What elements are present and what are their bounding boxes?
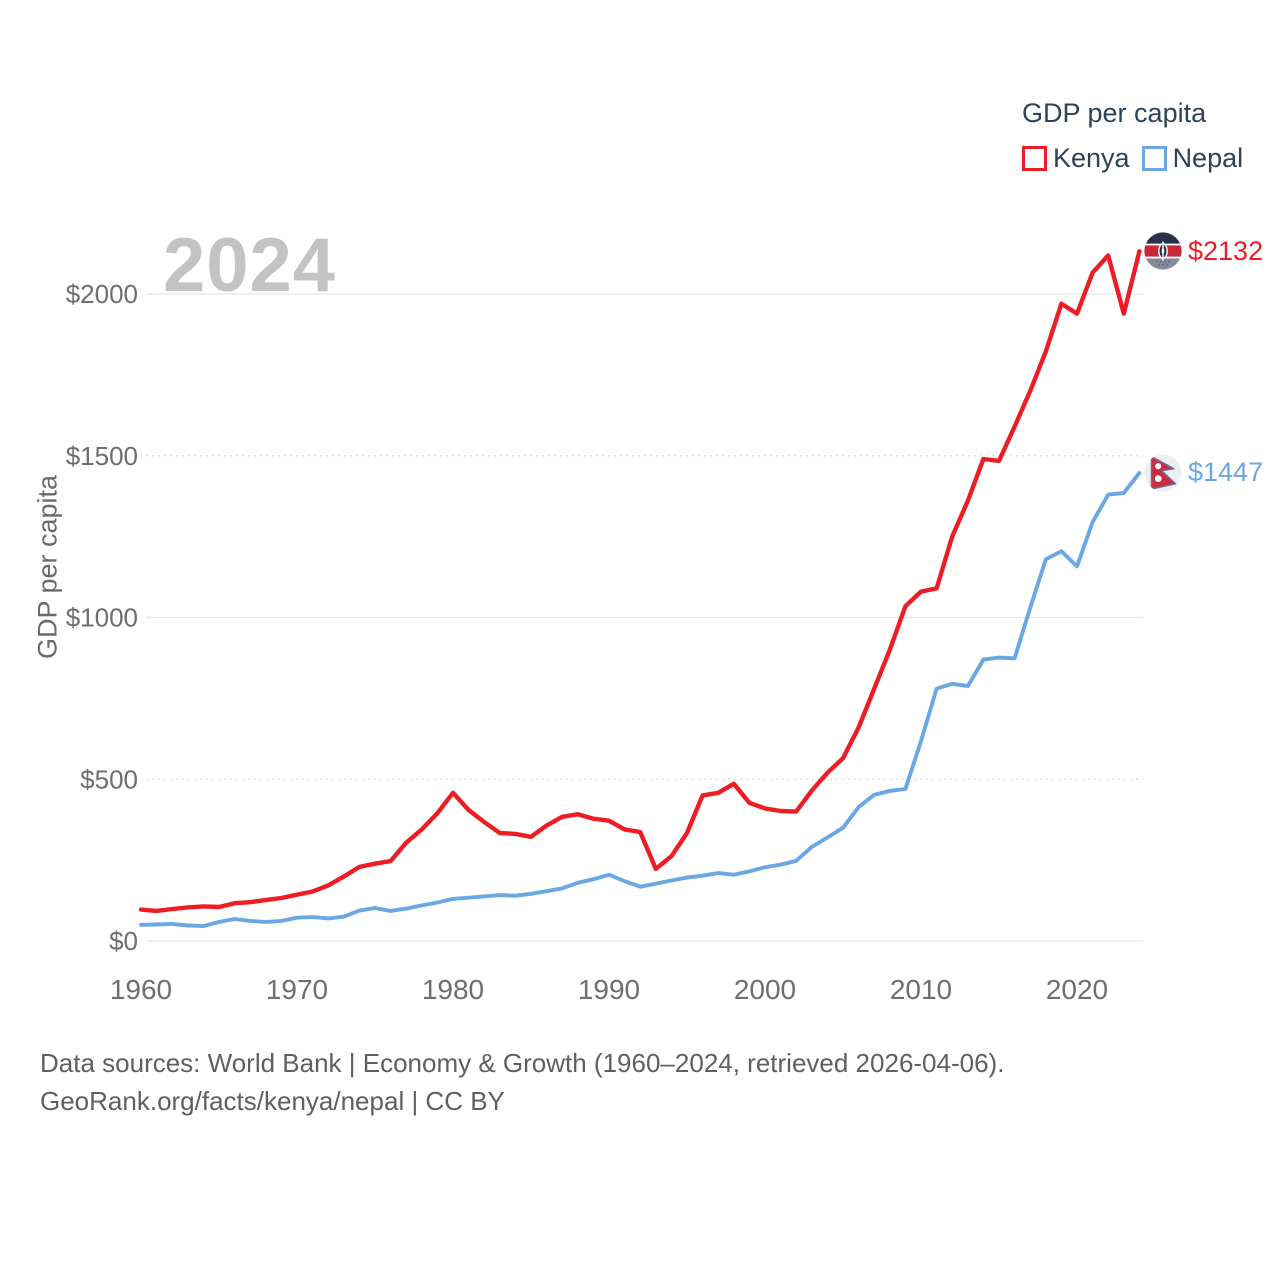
nepal-swatch — [1141, 146, 1167, 171]
kenya-end-value: $2132 — [1188, 235, 1264, 266]
y-tick-label: $2000 — [66, 279, 138, 309]
year-watermark: 2024 — [163, 223, 337, 308]
nepal-line[interactable] — [139, 470, 1142, 929]
x-tick-label: 2000 — [734, 974, 796, 1005]
x-tick-label: 2020 — [1046, 974, 1108, 1005]
footer-attribution: GeoRank.org/facts/kenya/nepal | CC BY — [40, 1086, 505, 1116]
kenya-flag-icon — [1144, 232, 1182, 270]
legend-label-kenya: Kenya — [1053, 143, 1130, 173]
legend-item-kenya[interactable]: Kenya — [1022, 143, 1130, 174]
x-tick-label: 2010 — [890, 974, 952, 1005]
legend: GDP per capita Kenya Nepal — [1022, 98, 1243, 174]
footer-sources: Data sources: World Bank | Economy & Gro… — [40, 1048, 1005, 1078]
legend-item-nepal[interactable]: Nepal — [1141, 143, 1244, 174]
nepal-flag-icon — [1144, 454, 1182, 492]
y-tick-label: $1500 — [66, 441, 138, 471]
kenya-line[interactable] — [138, 249, 1142, 914]
legend-items: Kenya Nepal — [1022, 143, 1243, 174]
y-tick-label: $500 — [80, 764, 138, 794]
nepal-end-marker: $1447 — [1144, 454, 1263, 492]
x-tick-label: 1960 — [110, 974, 172, 1005]
y-tick-label: $0 — [109, 926, 138, 956]
nepal-end-value: $1447 — [1188, 457, 1264, 488]
y-tick-label: $1000 — [66, 603, 138, 633]
legend-title: GDP per capita — [1022, 98, 1207, 128]
x-tick-label: 1970 — [266, 974, 328, 1005]
x-tick-label: 1980 — [422, 974, 484, 1005]
x-tick-label: 1990 — [578, 974, 640, 1005]
kenya-swatch — [1022, 146, 1047, 171]
legend-label-nepal: Nepal — [1172, 143, 1244, 173]
kenya-end-marker: $2132 — [1144, 232, 1263, 270]
footer: Data sources: World Bank | Economy & Gro… — [40, 1044, 1004, 1120]
